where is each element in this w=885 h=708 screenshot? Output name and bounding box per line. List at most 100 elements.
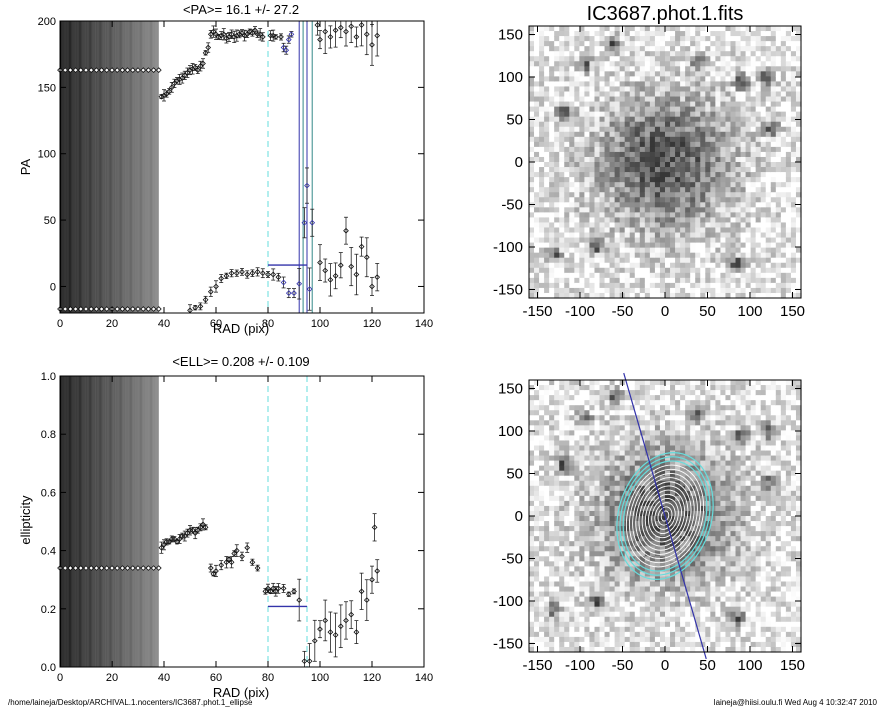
ell-data-point <box>311 637 318 644</box>
img2-pixel <box>579 455 586 462</box>
img1-pixel <box>745 167 752 173</box>
img1-pixel <box>715 192 722 198</box>
img1-pixel <box>725 146 732 153</box>
img1-pixel <box>705 162 711 168</box>
img2-pixel <box>594 490 601 497</box>
img1-x-tick-label: -50 <box>612 303 634 320</box>
img2-pixel <box>614 495 621 502</box>
img1-pixel <box>780 66 787 72</box>
img2-pixel <box>604 415 611 421</box>
img1-x-tick-label: 150 <box>780 303 805 320</box>
img1-pixel <box>720 277 727 284</box>
img1-pixel <box>790 151 797 158</box>
img1-pixel <box>665 131 671 138</box>
img2-pixel <box>534 500 540 507</box>
img1-pixel <box>624 197 631 203</box>
img1-pixel <box>569 31 575 37</box>
img1-pixel <box>730 41 737 47</box>
img1-pixel <box>544 61 550 67</box>
img2-pixel <box>549 455 555 462</box>
img1-pixel <box>604 182 611 188</box>
img1-pixel <box>644 232 651 239</box>
img1-pixel <box>589 111 596 118</box>
img1-pixel <box>529 267 535 274</box>
img1-pixel <box>670 237 676 244</box>
img1-pixel <box>589 287 596 294</box>
pa-data-point <box>174 77 180 84</box>
pa-data-point <box>189 65 196 72</box>
ell-data-point <box>272 588 279 595</box>
img1-pixel <box>730 156 737 163</box>
img1-pixel <box>624 66 631 72</box>
img2-pixel <box>594 546 601 552</box>
img2-pixel <box>614 631 621 638</box>
img1-pixel <box>765 56 772 62</box>
img2-pixel <box>549 405 555 411</box>
img1-pixel <box>644 106 651 113</box>
img2-pixel <box>544 576 550 583</box>
img1-pixel <box>720 151 727 158</box>
img1-pixel <box>604 207 611 213</box>
img2-pixel <box>609 400 616 406</box>
img1-pixel <box>700 217 706 224</box>
img2-pixel <box>569 485 575 492</box>
img1-pixel <box>564 156 570 163</box>
img1-pixel <box>695 46 701 52</box>
pa-data-point <box>140 306 147 312</box>
img1-pixel <box>559 292 565 299</box>
img1-pixel <box>619 257 626 264</box>
img1-pixel <box>710 41 716 47</box>
img1-pixel <box>579 292 586 299</box>
img1-pixel <box>604 76 611 83</box>
img1-pixel <box>529 56 535 62</box>
img2-pixel <box>559 505 565 512</box>
img1-pixel <box>604 292 611 299</box>
img1-pixel <box>529 141 535 148</box>
pa-data-point <box>369 283 375 290</box>
img1-pixel <box>705 46 711 52</box>
img1-pixel <box>780 61 787 67</box>
img1-pixel <box>720 96 727 103</box>
img2-pixel <box>559 415 565 421</box>
img2-pixel <box>609 566 616 573</box>
img1-pixel <box>760 182 767 188</box>
img1-pixel <box>750 76 757 83</box>
img1-pixel <box>634 172 641 178</box>
img2-pixel <box>529 631 535 638</box>
pa-data-point <box>363 31 370 38</box>
img1-pixel <box>685 106 691 113</box>
img1-pixel <box>569 192 575 198</box>
img1-pixel <box>765 247 772 254</box>
img2-pixel <box>539 631 545 638</box>
img2-pixel <box>579 490 586 497</box>
img1-pixel <box>584 237 591 244</box>
img2-pixel <box>554 626 560 633</box>
img1-pixel <box>795 31 802 37</box>
img1-pixel <box>599 182 606 188</box>
img1-pixel <box>680 41 686 47</box>
img1-pixel <box>700 172 706 178</box>
img1-pixel <box>629 212 636 219</box>
img1-pixel <box>579 287 586 294</box>
img2-pixel <box>529 636 535 643</box>
img1-pixel <box>750 91 757 98</box>
img1-pixel <box>644 292 651 299</box>
img2-pixel <box>589 465 596 472</box>
img1-pixel <box>710 217 716 224</box>
img1-pixel <box>649 242 656 249</box>
img1-pixel <box>639 111 646 118</box>
img2-pixel <box>599 470 606 477</box>
img2-pixel <box>619 606 626 613</box>
img1-pixel <box>549 101 555 108</box>
img1-pixel <box>529 46 535 52</box>
img1-pixel <box>654 212 661 219</box>
img1-pixel <box>649 31 656 37</box>
img1-pixel <box>725 56 732 62</box>
img2-pixel <box>619 435 626 442</box>
img1-pixel <box>710 192 716 198</box>
img1-pixel <box>554 111 560 118</box>
img1-pixel <box>654 242 661 249</box>
img1-pixel <box>569 277 575 284</box>
img1-pixel <box>745 287 752 294</box>
img1-pixel <box>649 76 656 83</box>
